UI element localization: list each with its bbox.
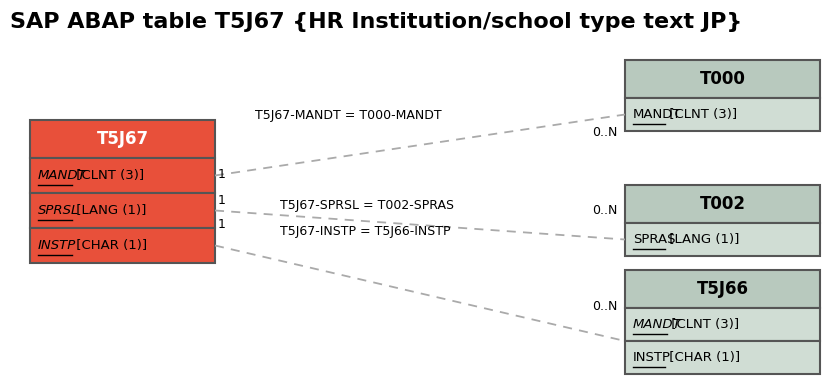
Text: MANDT: MANDT	[633, 108, 681, 121]
Text: [LANG (1)]: [LANG (1)]	[72, 204, 147, 217]
FancyBboxPatch shape	[625, 341, 820, 374]
FancyBboxPatch shape	[625, 185, 820, 223]
Text: SPRSL: SPRSL	[38, 204, 79, 217]
FancyBboxPatch shape	[625, 223, 820, 256]
Text: 0..N: 0..N	[592, 299, 618, 313]
Text: [LANG (1)]: [LANG (1)]	[666, 233, 740, 246]
Text: SPRAS: SPRAS	[633, 233, 676, 246]
Text: 0..N: 0..N	[592, 204, 618, 216]
FancyBboxPatch shape	[625, 308, 820, 341]
Text: [CLNT (3)]: [CLNT (3)]	[72, 169, 144, 182]
Text: 1: 1	[218, 193, 226, 207]
Text: MANDT: MANDT	[38, 169, 87, 182]
FancyBboxPatch shape	[30, 158, 215, 193]
Text: [CLNT (3)]: [CLNT (3)]	[667, 318, 739, 331]
Text: 0..N: 0..N	[592, 127, 618, 139]
Text: INSTP: INSTP	[38, 239, 77, 252]
FancyBboxPatch shape	[625, 270, 820, 308]
FancyBboxPatch shape	[625, 60, 820, 98]
FancyBboxPatch shape	[30, 120, 215, 158]
Text: INSTP: INSTP	[633, 351, 671, 364]
Text: T5J67-INSTP = T5J66-INSTP: T5J67-INSTP = T5J66-INSTP	[280, 225, 451, 239]
FancyBboxPatch shape	[30, 228, 215, 263]
Text: [CLNT (3)]: [CLNT (3)]	[666, 108, 738, 121]
Text: 1: 1	[218, 169, 226, 181]
Text: SAP ABAP table T5J67 {HR Institution/school type text JP}: SAP ABAP table T5J67 {HR Institution/sch…	[10, 12, 742, 32]
Text: T5J67: T5J67	[97, 130, 148, 148]
Text: T5J67-SPRSL = T002-SPRAS: T5J67-SPRSL = T002-SPRAS	[280, 199, 454, 211]
FancyBboxPatch shape	[625, 98, 820, 131]
FancyBboxPatch shape	[30, 193, 215, 228]
Text: MANDT: MANDT	[633, 318, 681, 331]
Text: 1: 1	[218, 219, 226, 231]
Text: [CHAR (1)]: [CHAR (1)]	[666, 351, 741, 364]
Text: [CHAR (1)]: [CHAR (1)]	[72, 239, 147, 252]
Text: T5J67-MANDT = T000-MANDT: T5J67-MANDT = T000-MANDT	[255, 109, 441, 121]
Text: T5J66: T5J66	[696, 280, 749, 298]
Text: T002: T002	[700, 195, 746, 213]
Text: T000: T000	[700, 70, 746, 88]
